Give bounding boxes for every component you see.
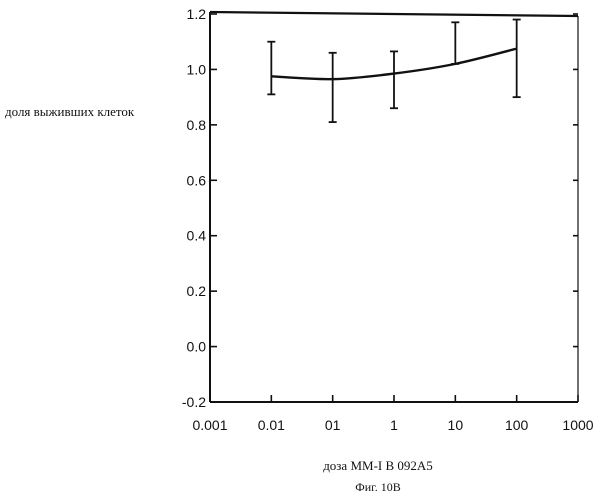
x-tick-label: 10 xyxy=(448,417,464,433)
x-tick-label: 1 xyxy=(390,417,398,433)
x-tick-label: 0.01 xyxy=(258,417,285,433)
y-axis-title: доля выживших клеток xyxy=(5,104,135,119)
y-axis-ticks: -0.2 0.0 0.2 0.4 0.6 0.8 1.0 1.2 xyxy=(182,6,578,410)
x-axis-title: доза MM-I B 092A5 xyxy=(323,458,433,473)
x-tick-label: 1000 xyxy=(562,417,593,433)
figure-caption: Фиг. 10B xyxy=(355,480,400,494)
series-layer xyxy=(267,20,520,123)
x-tick-label: 0.001 xyxy=(192,417,227,433)
y-tick-label: 1.2 xyxy=(187,6,207,22)
y-tick-label: -0.2 xyxy=(182,394,206,410)
plot-top-border xyxy=(210,12,578,16)
y-tick-label: 0.6 xyxy=(187,172,207,188)
y-tick-label: 0.8 xyxy=(187,117,207,133)
y-tick-label: 0.4 xyxy=(187,228,207,244)
x-tick-label: 100 xyxy=(505,417,529,433)
x-axis-ticks: 0.001 0.01 01 1 10 100 1000 xyxy=(192,395,593,433)
y-tick-label: 0.0 xyxy=(187,339,207,355)
x-tick-label: 01 xyxy=(325,417,341,433)
y-tick-label: 0.2 xyxy=(187,283,207,299)
y-tick-label: 1.0 xyxy=(187,61,207,77)
